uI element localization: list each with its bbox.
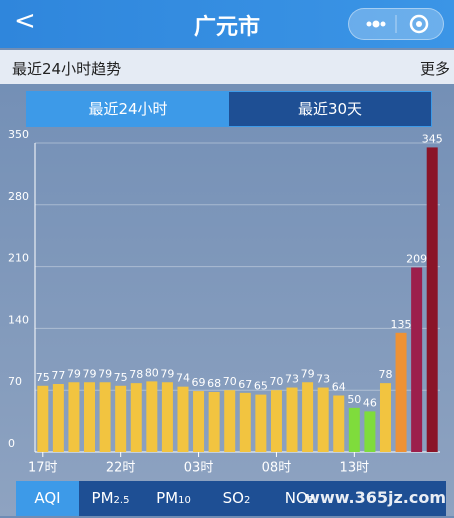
value-label: 135 — [391, 318, 412, 331]
value-label: 80 — [145, 366, 159, 379]
bar — [68, 382, 80, 452]
range-tabs: 最近24小时 最近30天 — [26, 91, 432, 127]
value-label: 79 — [67, 367, 81, 380]
bar — [177, 386, 189, 452]
bar — [286, 387, 298, 452]
value-label: 78 — [129, 368, 143, 381]
pollutant-tab[interactable]: AQI — [16, 481, 79, 516]
city-title: 广元市 — [193, 15, 260, 40]
more-link[interactable]: 更多 — [419, 60, 450, 78]
bar — [99, 382, 111, 452]
bar — [146, 381, 158, 452]
pollutant-tab[interactable]: NO2 — [268, 481, 331, 516]
y-tick-label: 140 — [8, 313, 29, 326]
bar — [115, 385, 127, 452]
tab[interactable]: 最近30天 — [229, 92, 431, 126]
bar — [364, 411, 376, 452]
capsule[interactable] — [348, 8, 444, 40]
watermark: www.365jz.com — [305, 488, 446, 507]
value-label: 69 — [192, 376, 206, 389]
x-tick-label: 22时 — [106, 461, 136, 476]
value-label: 79 — [98, 367, 112, 380]
x-tick-label: 13时 — [340, 461, 370, 476]
y-tick-label: 280 — [8, 190, 29, 203]
pollutant-tab[interactable]: PM10 — [142, 481, 205, 516]
bar — [302, 382, 314, 452]
value-label: 70 — [223, 375, 237, 388]
value-label: 77 — [51, 369, 65, 382]
bar — [348, 407, 360, 452]
tab-subscript: 2 — [307, 495, 315, 506]
bar — [411, 267, 423, 452]
value-label: 46 — [363, 396, 377, 409]
value-label: 73 — [316, 373, 330, 386]
x-tick-label: 17时 — [28, 461, 58, 476]
value-label: 79 — [160, 367, 174, 380]
bar — [379, 383, 391, 452]
bar — [317, 387, 329, 452]
x-tick-label: 03时 — [184, 461, 214, 476]
tab-subscript: 2.5 — [113, 495, 130, 506]
value-label: 209 — [406, 252, 427, 265]
value-label: 50 — [347, 393, 361, 406]
header: < 广元市 — [0, 0, 454, 48]
pollutant-tabs: AQI PM2.5 PM10 SO2 NO2 — [16, 481, 446, 516]
value-label: 78 — [378, 368, 392, 381]
tab-label: NO — [284, 489, 308, 507]
value-label: 75 — [114, 371, 128, 384]
bar — [52, 384, 64, 452]
bar — [84, 382, 96, 452]
bar — [37, 385, 49, 452]
tab-label: PM — [91, 489, 114, 507]
y-tick-label: 350 — [8, 130, 29, 141]
tab-label: PM — [156, 489, 179, 507]
value-label: 67 — [238, 378, 252, 391]
bar — [224, 390, 236, 452]
bar — [395, 332, 407, 452]
pollutant-tab[interactable]: SO2 — [205, 481, 268, 516]
bar — [239, 392, 251, 452]
value-label: 68 — [207, 377, 221, 390]
value-label: 345 — [422, 132, 443, 145]
tab-label: SO — [222, 489, 244, 507]
bar — [270, 390, 282, 452]
section-title: 最近24小时趋势 — [12, 60, 122, 78]
bar — [426, 147, 438, 452]
y-tick-label: 210 — [8, 252, 29, 265]
value-label: 79 — [83, 367, 97, 380]
y-tick-label: 0 — [8, 437, 15, 450]
value-label: 70 — [269, 375, 283, 388]
value-label: 65 — [254, 380, 268, 393]
value-label: 79 — [301, 367, 315, 380]
x-tick-label: 08时 — [262, 461, 292, 476]
bar — [130, 383, 142, 452]
bar — [333, 395, 345, 452]
pollutant-tab[interactable]: PM2.5 — [79, 481, 142, 516]
bar — [255, 394, 267, 452]
tab-subscript: 2 — [243, 495, 251, 506]
capsule-icons — [366, 14, 429, 34]
value-label: 74 — [176, 372, 190, 385]
tab[interactable]: 最近24小时 — [27, 92, 229, 126]
section-bar: 最近24小时趋势 更多 — [0, 50, 454, 84]
value-label: 64 — [332, 380, 346, 393]
value-label: 75 — [36, 371, 50, 384]
bar — [193, 391, 205, 452]
bar — [161, 382, 173, 452]
bar — [208, 391, 220, 452]
tab-label: AQI — [34, 489, 61, 507]
y-tick-label: 70 — [8, 375, 22, 388]
back-button[interactable]: < — [14, 6, 36, 36]
value-label: 73 — [285, 373, 299, 386]
tab-subscript: 10 — [178, 495, 191, 506]
